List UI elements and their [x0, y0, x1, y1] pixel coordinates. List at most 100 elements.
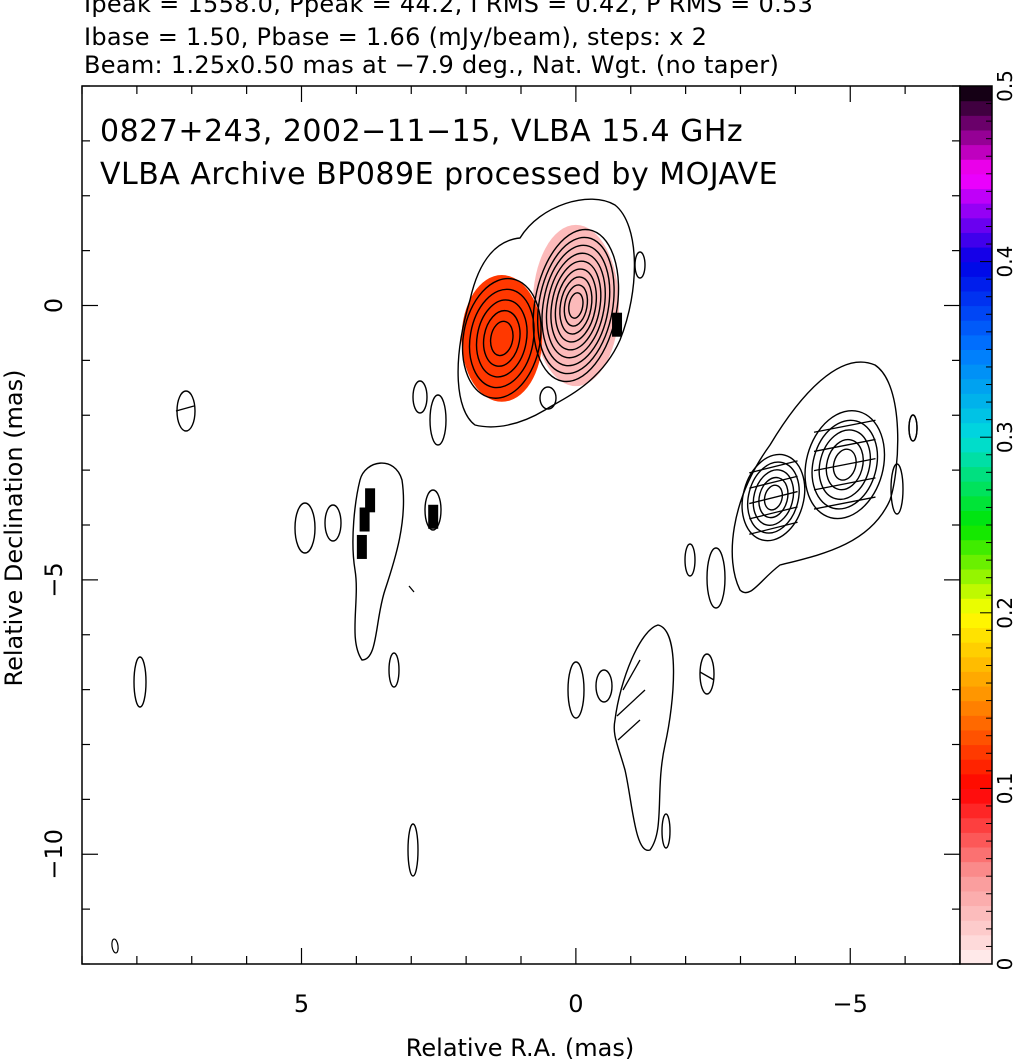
contour-blob — [407, 823, 419, 877]
contour-blob — [890, 463, 904, 515]
colorbar-segment — [960, 159, 992, 175]
contour-level — [550, 260, 602, 351]
contour-blob — [294, 502, 316, 554]
x-axis-label: Relative R.A. (mas) — [406, 1034, 634, 1060]
contour-level — [468, 288, 535, 389]
plot-title-block: 0827+243, 2002−11−15, VLBA 15.4 GHz VLBA… — [100, 114, 778, 192]
evpa-vector — [749, 490, 798, 505]
contour-level — [541, 244, 611, 367]
polarization-pixel — [612, 312, 623, 337]
contour-blob — [412, 380, 428, 414]
colorbar-segment — [960, 422, 992, 438]
plot-title: 0827+243, 2002−11−15, VLBA 15.4 GHz — [100, 114, 743, 149]
colorbar-segment — [960, 246, 992, 263]
contour-level — [763, 484, 784, 511]
colorbar-segment — [960, 846, 992, 863]
contour-level — [475, 299, 528, 378]
evpa-vector — [813, 457, 876, 472]
colorbar-segment — [960, 115, 992, 131]
colorbar-segment — [960, 451, 992, 468]
contour-level — [563, 284, 589, 327]
colorbar-segment — [960, 685, 992, 702]
polarization-pixel — [356, 534, 367, 559]
evpa-vector — [616, 689, 646, 717]
colorbar-segment — [960, 656, 992, 672]
evpa-vector — [813, 477, 876, 491]
contour-level — [818, 429, 872, 501]
contour-level — [747, 461, 800, 534]
colorbar-tick-label: 0.5 — [993, 70, 1017, 102]
y-axis-label: Relative Declination (mas) — [0, 369, 28, 686]
contour-blob — [634, 251, 646, 279]
contour-level — [752, 469, 795, 526]
evpa-vector — [749, 475, 798, 489]
colorbar-segment — [960, 320, 992, 336]
contour-level — [482, 309, 521, 367]
colorbar-segment — [960, 495, 992, 511]
evpa-vector — [749, 521, 798, 535]
contour-level — [758, 476, 789, 519]
colorbar-segment — [960, 378, 992, 394]
contour-blob — [424, 489, 442, 531]
evpa-vector — [813, 438, 876, 453]
colorbar-segment — [960, 276, 992, 292]
evpa-vector — [175, 405, 195, 412]
colorbar-segment — [960, 217, 992, 233]
colorbar-segment — [960, 86, 992, 102]
contour-knot-south — [613, 624, 675, 851]
colorbar-segment — [960, 642, 992, 658]
colorbar-tick-label: 0.4 — [993, 246, 1017, 278]
evpa-vector — [749, 460, 798, 474]
colorbar-tick-label: 0.2 — [993, 597, 1017, 629]
colorbar-segment — [960, 934, 992, 950]
contour-level — [559, 276, 593, 335]
colorbar-segment — [960, 203, 992, 219]
contour-blob — [324, 504, 342, 542]
polarization-pixel — [428, 504, 439, 529]
contour-level — [825, 438, 864, 491]
colorbar-segment — [960, 525, 992, 541]
colorbar-segment — [960, 129, 992, 146]
colorbar-tick-label: 0.1 — [993, 772, 1017, 804]
contour-blob — [388, 652, 400, 688]
evpa-vector — [813, 419, 876, 433]
contour-blob — [706, 547, 726, 609]
evpa-vector — [622, 659, 641, 691]
colorbar-segment — [960, 920, 992, 936]
evpa-vector — [749, 506, 798, 520]
polarization-pixel — [359, 507, 370, 532]
colorbar-segment — [960, 349, 992, 365]
intensity-contour-layer — [133, 198, 918, 877]
contour-knot-left — [352, 462, 405, 661]
contour-blob — [661, 813, 671, 849]
contour-level — [545, 252, 606, 359]
colorbar-segment — [960, 729, 992, 746]
colorbar-segment — [960, 261, 992, 277]
colorbar-segment — [960, 481, 992, 497]
header-line-base: Ibase = 1.50, Pbase = 1.66 (mJy/beam), s… — [84, 23, 708, 51]
colorbar-segment — [960, 788, 992, 804]
colorbar-segment — [960, 100, 992, 116]
evpa-vector — [813, 496, 876, 510]
colorbar-segment — [960, 407, 992, 424]
colorbar-segment — [960, 393, 992, 409]
contour-blob — [595, 669, 613, 703]
y-tick-label: −5 — [40, 562, 68, 597]
contour-level — [536, 236, 615, 375]
plot-subtitle: VLBA Archive BP089E processed by MOJAVE — [100, 157, 778, 192]
contour-level — [832, 448, 857, 481]
evpa-vector — [617, 719, 641, 741]
component-contours — [461, 228, 886, 542]
header-line-beam: Beam: 1.25x0.50 mas at −7.9 deg., Nat. W… — [84, 51, 780, 79]
colorbar-segment — [960, 612, 992, 629]
colorbar-segment — [960, 598, 992, 614]
colorbar-segment — [960, 188, 992, 204]
colorbar: 0 0.1 0.2 0.3 0.4 0.5 — [959, 70, 1017, 970]
plot-frame: 5 0 −5 0 −5 −10 — [40, 85, 961, 1018]
colorbar-segment — [960, 817, 992, 833]
polarization-vectors — [175, 405, 876, 741]
colorbar-segment — [960, 568, 992, 585]
colorbar-segment — [960, 554, 992, 570]
x-tick-label: 5 — [294, 990, 309, 1018]
